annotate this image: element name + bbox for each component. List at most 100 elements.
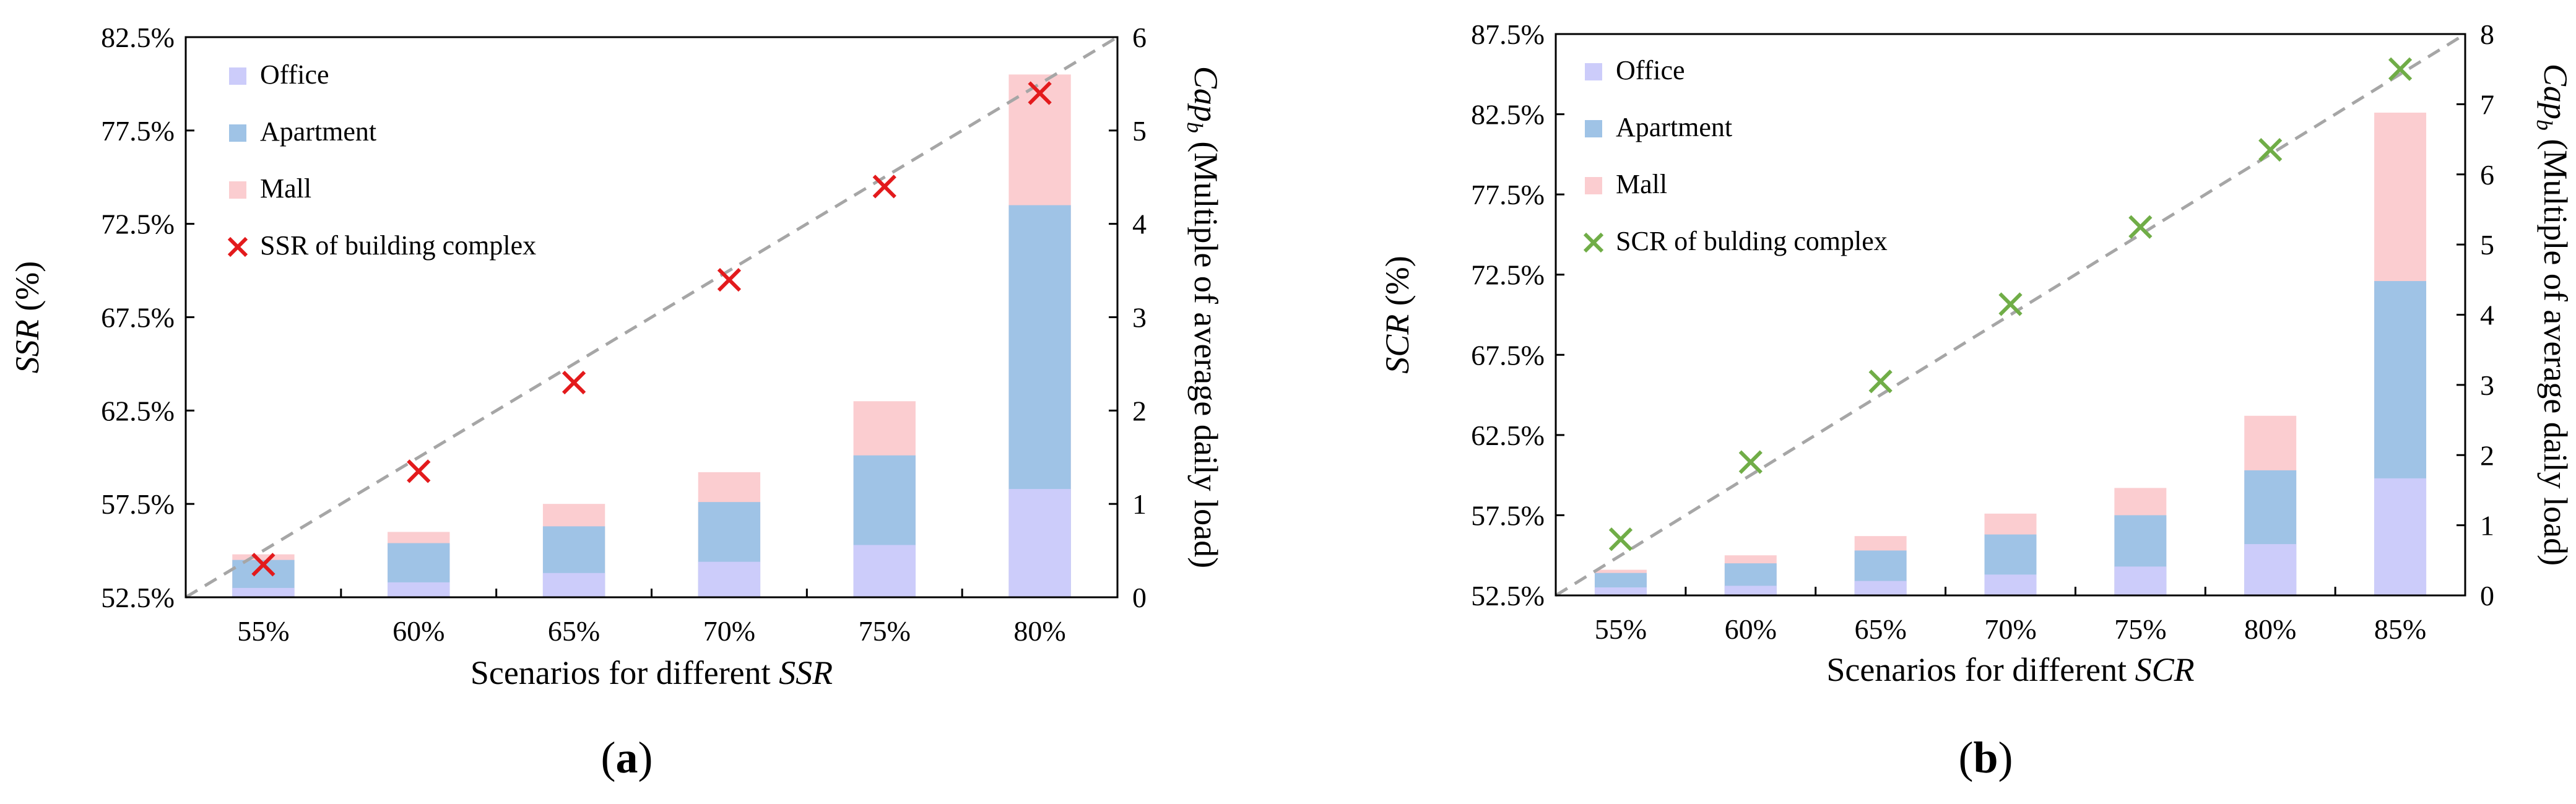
text-span: a	[616, 733, 638, 782]
scatter-stroke	[717, 268, 742, 292]
legend-label-scatter: SSR of building complex	[260, 230, 536, 261]
text-span: (	[601, 733, 616, 782]
text-span: Cap	[2537, 64, 2574, 119]
scatter-stroke	[2128, 215, 2153, 239]
text-span: )	[1998, 733, 2013, 782]
y-tick-label: 62.5%	[101, 395, 175, 426]
x-tick-label: 75%	[859, 615, 911, 647]
scatter-stroke	[2388, 57, 2413, 81]
scatter-stroke	[562, 370, 586, 395]
x-tick-label: 85%	[2374, 613, 2426, 645]
y2-tick-label: 6	[1132, 22, 1147, 53]
y-tick-label: 77.5%	[101, 115, 175, 147]
text-span: SCR	[2135, 651, 2195, 688]
scatter-stroke	[1028, 81, 1052, 105]
bar-office-2	[388, 582, 450, 597]
y2-tick-label: 3	[2480, 370, 2494, 401]
legend-marker-scatter	[1583, 232, 1604, 253]
legend-marker-stroke	[1583, 232, 1604, 253]
bar-office-7	[2374, 478, 2427, 595]
scatter-stroke	[2258, 137, 2283, 162]
legend-marker-stroke	[227, 236, 248, 257]
y-tick-label: 72.5%	[1471, 259, 1545, 291]
text-span: Scenarios for different	[471, 654, 779, 691]
y2-tick-label: 2	[1132, 395, 1147, 426]
scatter-point-6	[1028, 81, 1052, 105]
x-tick-label: 65%	[548, 615, 600, 647]
x-tick-label: 55%	[237, 615, 289, 647]
text-span: )	[638, 733, 653, 782]
bar-office-3	[1854, 581, 1907, 595]
scatter-point-5	[2128, 215, 2153, 239]
legend-label-mall: Mall	[260, 173, 311, 204]
legend-marker-scatter	[227, 236, 248, 257]
y2-tick-label: 6	[2480, 159, 2494, 191]
text-span: (%)	[1379, 256, 1416, 314]
text-span: SSR	[779, 654, 833, 691]
scatter-point-3	[562, 370, 586, 395]
y-tick-label: 67.5%	[101, 302, 175, 334]
legend-label-office: Office	[1616, 55, 1685, 85]
y-tick-label: 72.5%	[101, 209, 175, 240]
y-axis-title: SSR (%)	[9, 261, 46, 373]
scatter-point-3	[1868, 370, 1893, 394]
x-tick-label: 60%	[1725, 613, 1777, 645]
y2-tick-label: 8	[2480, 19, 2494, 50]
text-span: b	[1973, 733, 1998, 782]
y-tick-label: 52.5%	[1471, 580, 1545, 612]
y-tick-label: 82.5%	[1471, 99, 1545, 131]
y2-axis-title: Capb (Multiple of average daily load)	[1182, 66, 1225, 568]
scatter-stroke	[407, 459, 431, 483]
scatter-point-6	[2258, 137, 2283, 162]
legend-label-mall: Mall	[1616, 169, 1667, 199]
y-tick-label: 77.5%	[1471, 179, 1545, 210]
x-axis-title: Scenarios for different SSR	[471, 654, 833, 691]
legend: Office Apartment Mall SSR of building compl…	[227, 59, 536, 261]
x-tick-label: 80%	[1013, 615, 1065, 647]
bar-office-2	[1724, 586, 1777, 595]
legend-label-office: Office	[260, 59, 329, 90]
scatter-stroke	[1738, 450, 1763, 474]
y2-tick-label: 4	[2480, 300, 2494, 331]
x-tick-label: 80%	[2244, 613, 2296, 645]
text-span: (Multiple of average daily load)	[1187, 133, 1225, 568]
text-span: SCR	[1379, 314, 1416, 374]
legend-label-scatter: SCR of bulding complex	[1616, 226, 1888, 256]
y-tick-label: 82.5%	[101, 22, 175, 53]
x-axis-title: Scenarios for different SCR	[1826, 651, 2194, 688]
bar-office-6	[1008, 489, 1071, 597]
y2-tick-label: 5	[2480, 229, 2494, 261]
x-tick-label: 60%	[392, 615, 445, 647]
panel-label-a: (a)	[601, 733, 653, 782]
y-tick-label: 67.5%	[1471, 339, 1545, 371]
x-tick-label: 65%	[1854, 613, 1906, 645]
scatter-stroke	[1998, 292, 2023, 316]
scatter-stroke	[872, 175, 896, 199]
x-tick-label: 70%	[1984, 613, 2036, 645]
y2-tick-label: 0	[2480, 580, 2494, 612]
text-span: (	[1958, 733, 1973, 782]
scatter-point-1	[251, 553, 275, 577]
y-tick-label: 62.5%	[1471, 420, 1545, 451]
diagonal-reference-line	[184, 35, 1119, 599]
legend-swatch-office	[229, 67, 246, 85]
text-span: Cap	[1187, 66, 1225, 122]
y-tick-label: 57.5%	[101, 488, 175, 520]
text-span: b	[2532, 119, 2557, 131]
y2-tick-label: 1	[1132, 488, 1147, 520]
chart-panel-a: 52.5% 57.5% 62.5% 67.5% 72.5% 77.5% 82.5% 0 1 2 3 4…	[9, 22, 1225, 782]
bar-office-4	[1984, 574, 2037, 595]
scatter-stroke	[251, 553, 275, 577]
x-tick-label: 55%	[1595, 613, 1647, 645]
legend-label-apartment: Apartment	[260, 116, 376, 147]
scatter-point-4	[717, 268, 742, 292]
y2-tick-label: 3	[1132, 302, 1147, 334]
y2-tick-label: 4	[1132, 209, 1147, 240]
bar-office-3	[542, 573, 605, 597]
bar-office-5	[2114, 566, 2167, 595]
bar-office-5	[853, 545, 916, 597]
y2-tick-label: 7	[2480, 89, 2494, 120]
text-span: Scenarios for different	[1826, 651, 2135, 688]
y2-axis-title: Capb (Multiple of average daily load)	[2532, 64, 2574, 566]
